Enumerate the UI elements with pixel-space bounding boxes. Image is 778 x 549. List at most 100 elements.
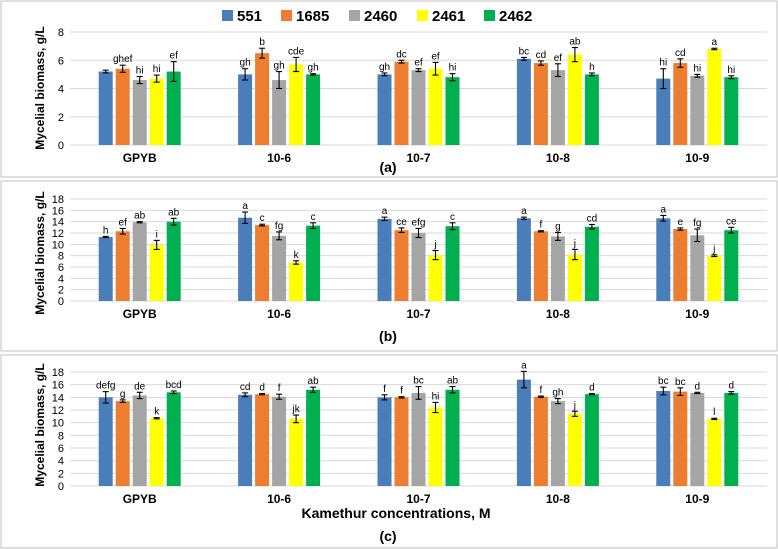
panel-b-significance-label: f xyxy=(540,220,543,231)
panel-a-bar-1685 xyxy=(533,63,548,146)
panel-a-bar-2462 xyxy=(166,71,181,145)
panel-c-x-axis-label: Kamethur concentrations, M xyxy=(301,505,490,521)
panel-c-significance-label: j xyxy=(573,400,576,411)
panel-c-bar-1685 xyxy=(533,396,548,486)
panel-c-y-tick-label: 16 xyxy=(52,380,64,392)
panel-a-significance-label: cde xyxy=(288,46,305,57)
panel-c-significance-label: g xyxy=(120,389,126,400)
panel-b-bar-1685 xyxy=(673,229,688,301)
panel-a-bar-2461 xyxy=(149,78,164,145)
panel-a-bar-2462 xyxy=(445,77,460,145)
panel-c-bar-551 xyxy=(238,394,253,486)
panel-a-significance-label: cd xyxy=(675,48,686,59)
panel-b-bar-2462 xyxy=(166,221,181,301)
panel-b-significance-label: ef xyxy=(119,217,128,228)
panel-a-categories: GPYB 10-6 10-7 10-8 10-9 xyxy=(123,151,710,165)
legend-label-551: 551 xyxy=(237,8,262,25)
panel-c-category-label: GPYB xyxy=(123,492,157,506)
panel-c-bar-2461 xyxy=(567,413,582,486)
panel-c-bar-2462 xyxy=(306,389,321,486)
legend-swatch-2462 xyxy=(484,10,495,21)
panel-c-bar-2462 xyxy=(724,392,739,486)
panel-b-bar-2462 xyxy=(584,226,599,301)
panel-b-bar-2462 xyxy=(306,225,321,301)
panel-c-y-tick-label: 10 xyxy=(52,418,64,430)
panel-c-significance-label: d xyxy=(729,381,735,392)
panel-a-bar-2460 xyxy=(411,70,426,145)
panel-a-bar-2461 xyxy=(289,64,304,145)
panel-b-bar-551 xyxy=(516,218,531,301)
panel-b-bar-2462 xyxy=(445,226,460,301)
legend-swatch-2460 xyxy=(349,10,360,21)
panel-a-y-tick-label: 6 xyxy=(58,55,64,67)
panel-c-category-label: 10-6 xyxy=(267,492,291,506)
panel-c-significance-label: gh xyxy=(552,388,563,399)
panel-b-bar-2461 xyxy=(428,255,443,301)
panel-c-significance-label: bc xyxy=(413,376,424,387)
panel-b-bar-551 xyxy=(238,217,253,301)
panel-a-category-label: GPYB xyxy=(123,151,157,165)
panel-b-significance-label: c xyxy=(450,212,455,223)
panel-b-significance-label: efg xyxy=(412,217,426,228)
panel-b-y-tick-label: 2 xyxy=(58,285,64,297)
panel-b-y-tick-label: 8 xyxy=(58,251,64,263)
panel-a-significance-label: dc xyxy=(396,49,407,60)
panel-b-y-tick-label: 12 xyxy=(52,228,64,240)
panel-b-label: (b) xyxy=(379,328,397,344)
panel-a-significance-label: a xyxy=(712,37,718,48)
panel-b-y-tick-label: 14 xyxy=(52,217,64,229)
panel-c-y-tick-label: 4 xyxy=(58,456,64,468)
panel-a-y-axis-label: Mycelial biomass, g/L xyxy=(33,26,47,149)
panel-c-bar-1685 xyxy=(255,394,270,486)
panel-b-bar-551 xyxy=(656,218,671,301)
panel-c-y-tick-label: 8 xyxy=(58,430,64,442)
panel-b-significance-label: j xyxy=(433,240,436,251)
panel-c-significance-label: bc xyxy=(658,376,669,387)
panel-b-significance-label: g xyxy=(555,221,561,232)
panel-a-bar-2461 xyxy=(707,48,722,146)
panel-b-categories: GPYB 10-6 10-7 10-8 10-9 xyxy=(123,307,710,321)
panel-b-significance-label: i xyxy=(156,229,158,240)
panel-c-significance-label: bcd xyxy=(166,380,182,391)
panel-a-category-label: 10-8 xyxy=(546,151,570,165)
panel-b-significance-label: ab xyxy=(134,211,146,222)
panel-b-significance-label: e xyxy=(678,217,684,228)
panel-c-bar-1685 xyxy=(115,401,130,486)
panel-a-bar-1685 xyxy=(673,63,688,146)
panel-b-significance-label: fg xyxy=(693,218,701,229)
panel-b-category-label: GPYB xyxy=(123,307,157,321)
panel-c-bar-551 xyxy=(656,391,671,486)
panel-c-y-tick-label: 6 xyxy=(58,443,64,455)
panel-c-significance-label: cd xyxy=(240,382,251,393)
panel-c-bar-551 xyxy=(516,379,531,486)
panel-a-bar-551 xyxy=(98,71,113,145)
legend-swatch-1685 xyxy=(281,10,292,21)
panel-a-significance-label: gh xyxy=(274,61,285,72)
panel-c-bar-2460 xyxy=(272,396,287,486)
panel-b-significance-label: c xyxy=(311,212,316,223)
panel-a-bar-2460 xyxy=(690,75,705,145)
panel-b-bar-1685 xyxy=(115,231,130,301)
panel-a-category-label: 10-7 xyxy=(406,151,430,165)
panel-a-bar-2462 xyxy=(724,77,739,145)
panel-c-significance-label: k xyxy=(154,407,160,418)
panel-b-category-label: 10-8 xyxy=(546,307,570,321)
panel-b-bar-551 xyxy=(98,236,113,301)
panel-c-significance-label: bc xyxy=(675,377,686,388)
panel-c-bar-2461 xyxy=(428,407,443,486)
panel-b-y-tick-label: 18 xyxy=(52,194,64,206)
panel-b-bar-551 xyxy=(377,218,392,301)
panel-b-category-label: 10-7 xyxy=(406,307,430,321)
legend-swatch-551 xyxy=(222,10,233,21)
legend-label-2461: 2461 xyxy=(432,8,465,25)
legend-label-1685: 1685 xyxy=(296,8,329,25)
panel-b-significance-label: a xyxy=(521,206,527,217)
panel-b-y-tick-label: 4 xyxy=(58,273,64,285)
panel-a-significance-label: gh xyxy=(240,58,251,69)
